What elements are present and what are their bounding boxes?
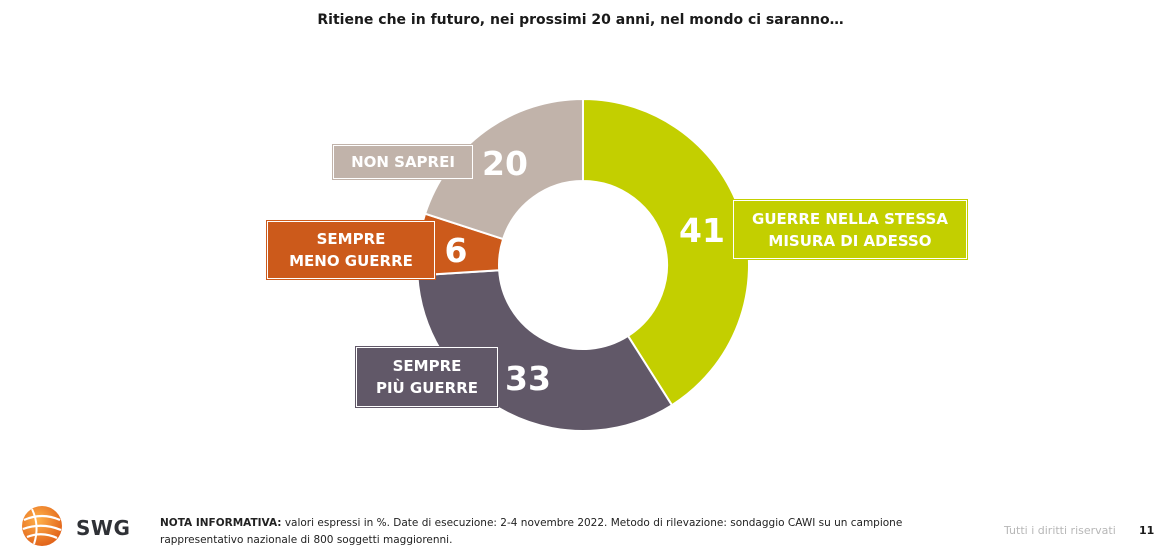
- slice-value: 6: [444, 231, 468, 270]
- slice-label-text: SEMPRE MENO GUERRE: [289, 230, 413, 270]
- donut-slice: [582, 97, 750, 407]
- footnote-label: NOTA INFORMATIVA:: [160, 517, 282, 529]
- slice-label-text: NON SAPREI: [351, 153, 455, 171]
- slice-value: 41: [679, 211, 725, 250]
- slice-label: SEMPRE MENO GUERRE: [266, 220, 436, 280]
- slice-label-text: SEMPRE PIÙ GUERRE: [375, 357, 479, 397]
- slice-label: GUERRE NELLA STESSA MISURA DI ADESSO: [732, 199, 968, 260]
- slice-label-text: GUERRE NELLA STESSA MISURA DI ADESSO: [752, 209, 948, 250]
- page-number: 11: [1139, 524, 1155, 537]
- swg-logo: SWG: [14, 500, 154, 550]
- swg-globe-icon: [22, 506, 62, 546]
- slice-label: SEMPRE PIÙ GUERRE: [355, 346, 499, 408]
- logo-text: SWG: [76, 516, 131, 540]
- rights-notice: Tutti i diritti riservati: [1004, 524, 1116, 537]
- donut-chart: [416, 97, 750, 432]
- slice-value: 33: [505, 359, 551, 398]
- footnote-text: valori espressi in %. Date di esecuzione…: [160, 517, 903, 546]
- slice-value: 20: [482, 144, 528, 183]
- chart-title: Ritiene che in futuro, nei prossimi 20 a…: [317, 12, 844, 28]
- footnote: NOTA INFORMATIVA: valori espressi in %. …: [160, 515, 950, 549]
- slice-label: NON SAPREI: [332, 144, 474, 180]
